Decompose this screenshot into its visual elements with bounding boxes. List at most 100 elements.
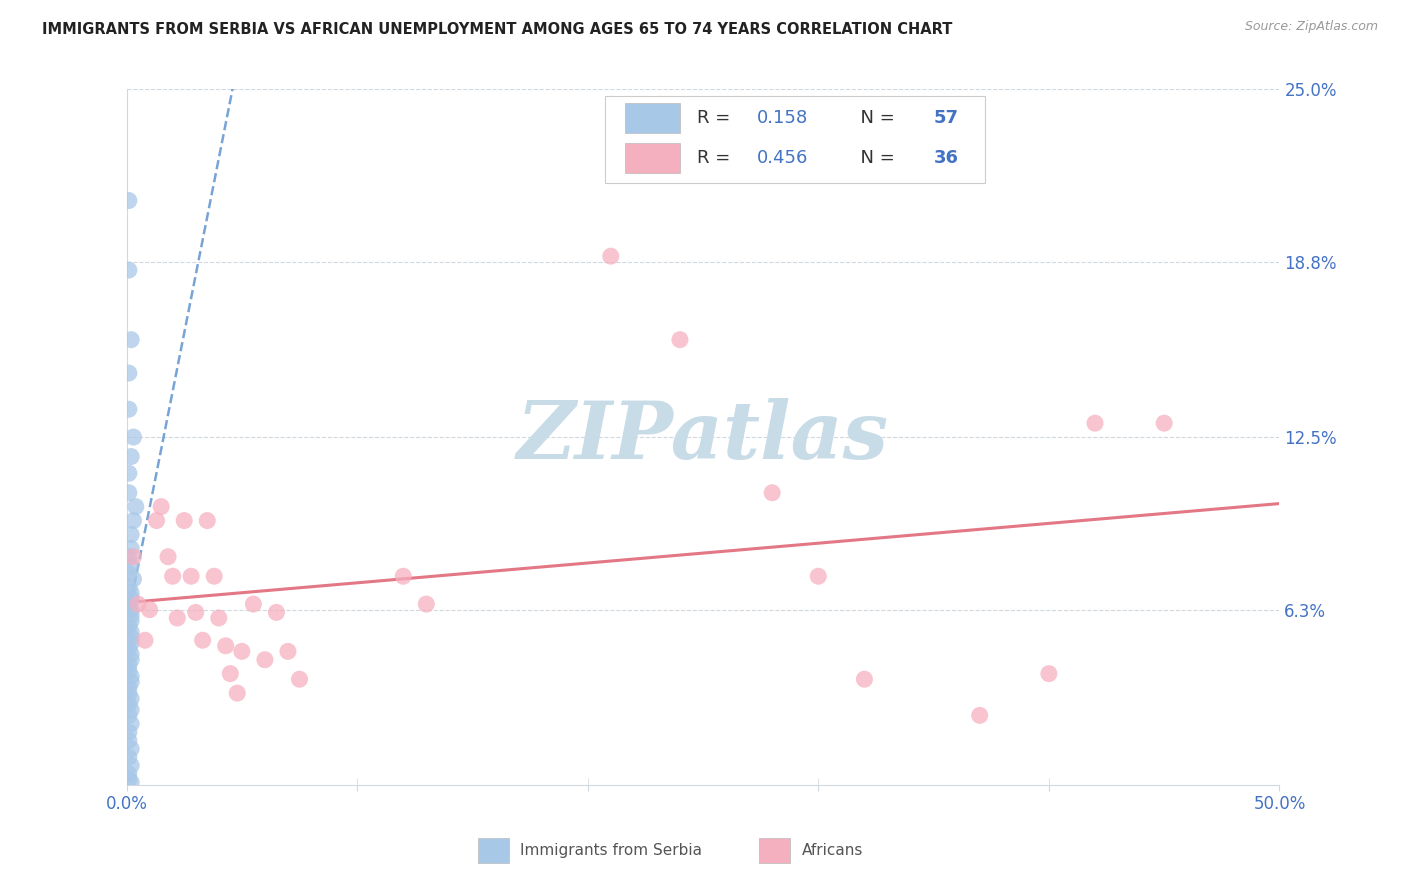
Point [173,514,195,528]
Point [969,708,991,723]
Point [118,698,141,712]
Text: Source: ZipAtlas.com: Source: ZipAtlas.com [1244,20,1378,33]
Point [118,602,141,616]
Point [118,708,141,723]
FancyBboxPatch shape [605,96,986,183]
Point [120,450,142,464]
Point [118,686,141,700]
Point [120,586,142,600]
Point [122,549,145,564]
Point [120,631,142,645]
Point [118,602,141,616]
Point [118,602,141,616]
Point [1084,416,1107,430]
Text: 57: 57 [934,109,959,127]
FancyBboxPatch shape [624,143,681,173]
Point [120,333,142,347]
Point [118,597,141,611]
Point [162,569,184,583]
Point [118,602,141,616]
Point [118,263,141,277]
Text: 36: 36 [934,149,959,167]
Point [120,653,142,667]
Text: Immigrants from Serbia: Immigrants from Serbia [520,844,702,858]
Point [118,664,141,678]
Point [118,402,141,417]
Text: 0.158: 0.158 [758,109,808,127]
Point [134,633,156,648]
Point [219,666,242,681]
Point [120,703,142,717]
Point [120,716,142,731]
Point [120,675,142,690]
Point [120,636,142,650]
Point [253,653,276,667]
FancyBboxPatch shape [624,103,681,133]
Point [118,772,141,787]
Text: N =: N = [849,149,901,167]
Point [118,485,141,500]
Point [118,467,141,481]
Point [120,527,142,541]
Point [120,758,142,772]
Point [242,597,264,611]
Point [1153,416,1175,430]
Point [277,644,299,658]
Point [1038,666,1060,681]
Point [180,569,202,583]
Point [288,672,311,686]
Point [118,750,141,764]
Point [120,624,142,639]
Point [120,614,142,628]
Point [125,500,148,514]
Point [231,644,253,658]
Point [118,549,141,564]
Point [118,681,141,695]
Text: Africans: Africans [801,844,863,858]
Point [191,633,214,648]
Text: R =: R = [697,149,737,167]
Point [150,500,173,514]
Point [120,558,142,573]
Point [120,741,142,756]
Point [122,430,145,444]
Point [202,569,225,583]
Point [120,541,142,556]
Point [120,669,142,683]
Point [118,566,141,581]
Text: 0.456: 0.456 [758,149,808,167]
Point [118,602,141,616]
Point [118,366,141,380]
Point [392,569,415,583]
Point [118,725,141,739]
Point [120,775,142,789]
Point [226,686,249,700]
Point [599,249,621,263]
Point [669,333,692,347]
Point [120,691,142,706]
Text: R =: R = [697,109,737,127]
Point [118,767,141,781]
Text: IMMIGRANTS FROM SERBIA VS AFRICAN UNEMPLOYMENT AMONG AGES 65 TO 74 YEARS CORRELA: IMMIGRANTS FROM SERBIA VS AFRICAN UNEMPL… [42,22,952,37]
Text: ZIPatlas: ZIPatlas [517,399,889,475]
Point [266,606,288,620]
Point [120,608,142,623]
Point [415,597,437,611]
Point [120,602,142,616]
Point [761,485,783,500]
Point [118,580,141,594]
Point [145,514,167,528]
Point [120,647,142,661]
Point [215,639,238,653]
Point [127,597,149,611]
Point [208,611,231,625]
Point [122,572,145,586]
Point [195,514,218,528]
Point [157,549,180,564]
Point [120,591,142,606]
Point [118,194,141,208]
Point [118,658,141,673]
Point [138,602,160,616]
Point [166,611,188,625]
Point [118,602,141,616]
